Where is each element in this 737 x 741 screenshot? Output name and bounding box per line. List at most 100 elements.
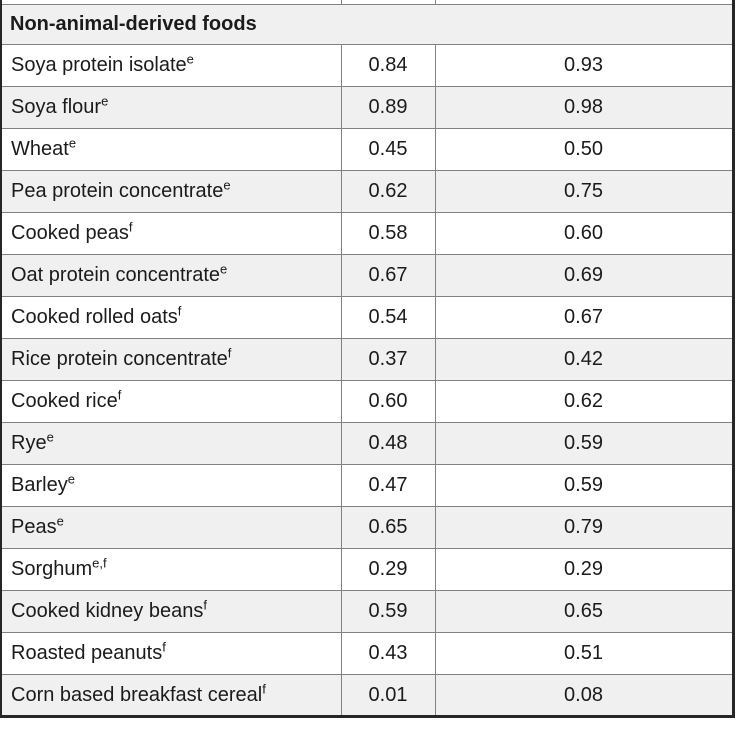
food-name: Cooked kidney beans — [11, 600, 204, 622]
value-cell-1: 0.58 — [340, 212, 436, 255]
section-header-row: Non-animal-derived foods — [0, 4, 734, 45]
footnote-marker: f — [128, 219, 133, 235]
food-name-cell: Barleye — [0, 464, 342, 507]
food-name: Sorghum — [11, 558, 93, 580]
value-cell-2: 0.59 — [434, 422, 734, 465]
value-cell-2: 0.51 — [434, 632, 734, 675]
food-name: Cooked rice — [11, 390, 118, 412]
footnote-marker: f — [262, 680, 266, 696]
footnote-marker: e — [67, 471, 75, 487]
food-name-cell: Roasted peanutsf — [0, 632, 342, 675]
food-name-cell: Sorghume,f — [0, 548, 342, 591]
table-row: Pease 0.65 0.79 — [0, 506, 734, 549]
value-cell-1: 0.65 — [340, 506, 436, 549]
food-name-cell: Pease — [0, 506, 342, 549]
food-name: Cooked peas — [11, 222, 129, 244]
footnote-marker: e — [223, 177, 231, 193]
food-name: Oat protein concentrate — [11, 264, 221, 286]
food-name-cell: Corn based breakfast cerealf — [0, 674, 342, 717]
value-cell-1: 0.60 — [340, 380, 436, 423]
food-values-table: Non-animal-derived foods Soya protein is… — [0, 0, 735, 718]
footnote-marker: e — [101, 93, 109, 109]
food-name: Peas — [11, 516, 57, 538]
footnote-marker: e — [56, 513, 64, 529]
food-name: Pea protein concentrate — [11, 180, 224, 202]
value-cell-2: 0.93 — [434, 44, 734, 87]
value-cell-1: 0.47 — [340, 464, 436, 507]
value-cell-2: 0.29 — [434, 548, 734, 591]
table-row: Ryee 0.48 0.59 — [0, 422, 734, 465]
food-name-cell: Oat protein concentratee — [0, 254, 342, 297]
table-row: Cooked peasf 0.58 0.60 — [0, 212, 734, 255]
food-name-cell: Ryee — [0, 422, 342, 465]
footnote-marker: f — [117, 387, 122, 403]
value-cell-1: 0.43 — [340, 632, 436, 675]
food-name: Corn based breakfast cereal — [11, 683, 263, 706]
table-row: Cooked ricef 0.60 0.62 — [0, 380, 734, 423]
food-name-cell: Cooked kidney beansf — [0, 590, 342, 633]
value-cell-1: 0.01 — [340, 674, 436, 717]
value-cell-2: 0.79 — [434, 506, 734, 549]
table-row: Cooked kidney beansf 0.59 0.65 — [0, 590, 734, 633]
value-cell-1: 0.54 — [340, 296, 436, 339]
food-name: Cooked rolled oats — [11, 306, 178, 328]
value-cell-2: 0.59 — [434, 464, 734, 507]
value-cell-2: 0.75 — [434, 170, 734, 213]
value-cell-2: 0.98 — [434, 86, 734, 129]
table-body: Non-animal-derived foods Soya protein is… — [0, 0, 734, 717]
table-row: Sorghume,f 0.29 0.29 — [0, 548, 734, 591]
footnote-marker: f — [203, 597, 207, 613]
value-cell-2: 0.69 — [434, 254, 734, 297]
footnote-marker: f — [227, 345, 232, 361]
footnote-marker: f — [162, 639, 166, 655]
value-cell-1: 0.45 — [340, 128, 436, 171]
value-cell-1: 0.29 — [340, 548, 436, 591]
value-cell-2: 0.62 — [434, 380, 734, 423]
footnote-marker: e — [68, 135, 77, 151]
food-name: Soya protein isolate — [11, 54, 187, 76]
value-cell-1: 0.67 — [340, 254, 436, 297]
food-name-cell: Rice protein concentratef — [0, 338, 342, 381]
table-row: Soya floure 0.89 0.98 — [0, 86, 734, 129]
value-cell-1: 0.62 — [340, 170, 436, 213]
footnote-marker: e — [46, 429, 54, 445]
food-name-cell: Cooked peasf — [0, 212, 342, 255]
food-name-cell: Soya protein isolatee — [0, 44, 342, 87]
food-name-cell: Wheate — [0, 128, 342, 171]
value-cell-2: 0.60 — [434, 212, 734, 255]
value-cell-2: 0.65 — [434, 590, 734, 633]
table-row: Barleye 0.47 0.59 — [0, 464, 734, 507]
footnote-marker: e,f — [92, 555, 107, 571]
table-row: Pea protein concentratee 0.62 0.75 — [0, 170, 734, 213]
food-name-cell: Soya floure — [0, 86, 342, 129]
value-cell-1: 0.37 — [340, 338, 436, 381]
table-row: Corn based breakfast cerealf 0.01 0.08 — [0, 674, 734, 717]
value-cell-2: 0.50 — [434, 128, 734, 171]
value-cell-2: 0.08 — [434, 674, 734, 717]
table-row: Roasted peanutsf 0.43 0.51 — [0, 632, 734, 675]
value-cell-1: 0.84 — [340, 44, 436, 87]
footnote-marker: e — [186, 51, 194, 67]
table-row: Cooked rolled oatsf 0.54 0.67 — [0, 296, 734, 339]
table-row: Wheate 0.45 0.50 — [0, 128, 734, 171]
value-cell-1: 0.89 — [340, 86, 436, 129]
food-name: Soya flour — [11, 96, 102, 118]
table-row: Oat protein concentratee 0.67 0.69 — [0, 254, 734, 297]
food-name: Rye — [11, 432, 47, 454]
food-name-cell: Pea protein concentratee — [0, 170, 342, 213]
food-name-cell: Cooked rolled oatsf — [0, 296, 342, 339]
value-cell-2: 0.67 — [434, 296, 734, 339]
value-cell-1: 0.59 — [340, 590, 436, 633]
food-name: Wheat — [11, 138, 69, 160]
table-row: Rice protein concentratef 0.37 0.42 — [0, 338, 734, 381]
food-name: Rice protein concentrate — [11, 348, 228, 370]
value-cell-1: 0.48 — [340, 422, 436, 465]
food-name: Roasted peanuts — [11, 642, 163, 664]
value-cell-2: 0.42 — [434, 338, 734, 381]
footnote-marker: f — [177, 303, 182, 319]
food-name: Barley — [11, 474, 68, 496]
footnote-marker: e — [220, 261, 228, 277]
table-row: Soya protein isolatee 0.84 0.93 — [0, 44, 734, 87]
section-header: Non-animal-derived foods — [0, 4, 734, 45]
food-name-cell: Cooked ricef — [0, 380, 342, 423]
